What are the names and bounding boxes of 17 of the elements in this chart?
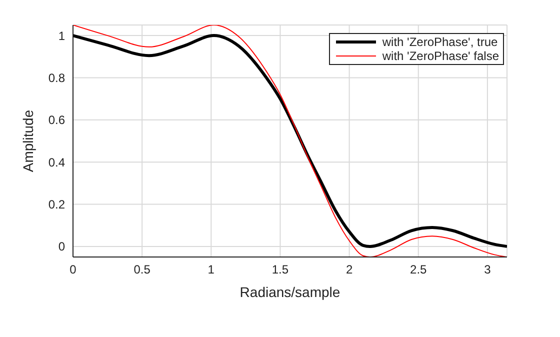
x-axis-title: Radians/sample <box>240 284 340 300</box>
x-tick-label: 0 <box>70 262 77 277</box>
y-tick-label: 0 <box>58 240 66 254</box>
y-axis-title: Amplitude <box>20 110 36 172</box>
x-tick-label: 3 <box>484 262 492 277</box>
legend-label: with 'ZeroPhase', true <box>382 35 498 49</box>
y-tick-label: 0.2 <box>48 198 66 212</box>
y-tick-label: 0.6 <box>48 113 66 128</box>
legend-label: with 'ZeroPhase' false <box>382 49 499 63</box>
x-tick-label: 2 <box>346 262 353 277</box>
x-tick-label: 1 <box>208 262 215 277</box>
y-tick-label: 0.8 <box>48 70 66 85</box>
y-tick-label: 1 <box>58 28 66 43</box>
x-tick-label: 2.5 <box>410 262 428 277</box>
x-tick-label: 0.5 <box>134 262 151 277</box>
x-tick-label: 1.5 <box>272 262 289 277</box>
y-tick-label: 0.4 <box>48 155 66 170</box>
